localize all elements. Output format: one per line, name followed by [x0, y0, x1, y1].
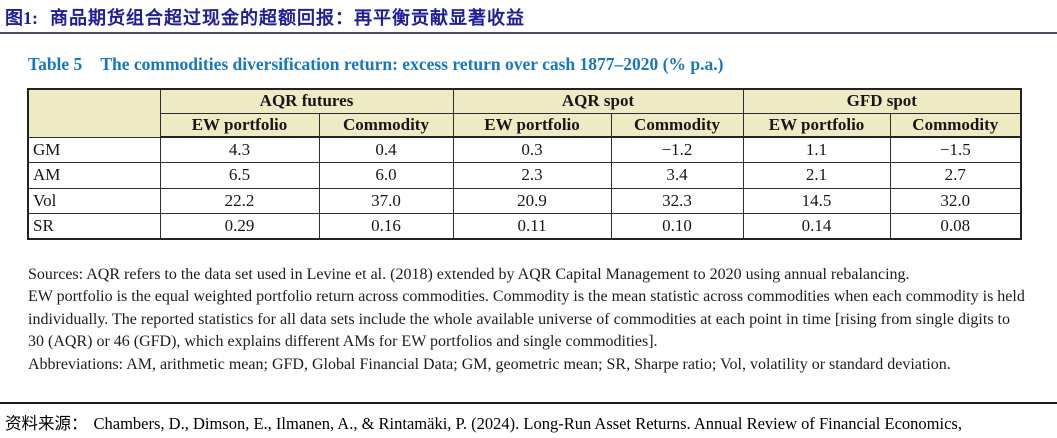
source-label: 资料来源：: [5, 414, 88, 433]
table-corner-cell: [27, 88, 161, 138]
table-cell: −1.2: [610, 136, 744, 163]
figure-number-label: 图1:: [5, 8, 38, 28]
subheader-ew-portfolio: EW portfolio: [159, 112, 320, 138]
note-sources-line: Sources: AQR refers to the data set used…: [28, 266, 910, 283]
table-row-am: AM 6.5 6.0 2.3 3.4 2.1 2.7: [27, 162, 1022, 189]
table-cell: 6.0: [318, 162, 454, 189]
table-cell: 0.10: [610, 213, 744, 240]
table-caption: Table 5 The commodities diversification r…: [28, 54, 723, 75]
note-line: 30 (AQR) or 46 (GFD), which explains dif…: [28, 333, 658, 351]
table-cell: 0.4: [318, 136, 454, 163]
table-group-header-row: AQR futures AQR spot GFD spot: [27, 88, 1022, 138]
table-row-vol: Vol 22.2 37.0 20.9 32.3 14.5 32.0: [27, 187, 1022, 214]
table-cell: 32.0: [889, 187, 1022, 214]
column-group-aqr-spot: AQR spot: [452, 88, 744, 114]
source-citation-text: Chambers, D., Dimson, E., Ilmanen, A., &…: [93, 414, 962, 433]
table-cell: 0.3: [452, 136, 612, 163]
table-cell: 20.9: [452, 187, 612, 214]
row-label: SR: [27, 213, 161, 240]
figure-title: 图1: 商品期货组合超过现金的超额回报：再平衡贡献显著收益: [5, 4, 525, 30]
table-cell: 0.29: [159, 213, 320, 240]
row-label: AM: [27, 162, 161, 189]
subheader-ew-portfolio: EW portfolio: [742, 112, 891, 138]
table-cell: 4.3: [159, 136, 320, 163]
table-cell: 2.7: [889, 162, 1022, 189]
note-abbreviations-line: Abbreviations: AM, arithmetic mean; GFD,…: [28, 355, 951, 373]
table-notes: Sources: AQR refers to the data set used…: [28, 264, 1032, 376]
table-cell: −1.5: [889, 136, 1022, 163]
table-cell: 37.0: [318, 187, 454, 214]
table-caption-text: The commodities diversification return: …: [100, 54, 724, 74]
subheader-commodity: Commodity: [889, 112, 1022, 138]
table-row-gm: GM 4.3 0.4 0.3 −1.2 1.1 −1.5: [27, 136, 1022, 163]
note-line: EW portfolio is the equal weighted portf…: [28, 288, 1025, 306]
table-cell: 22.2: [159, 187, 320, 214]
subheader-commodity: Commodity: [318, 112, 454, 138]
table-cell: 1.1: [742, 136, 891, 163]
figure-title-text: 商品期货组合超过现金的超额回报：再平衡贡献显著收益: [50, 8, 525, 28]
subheader-ew-portfolio: EW portfolio: [452, 112, 612, 138]
column-group-gfd-spot: GFD spot: [742, 88, 1022, 114]
row-label: Vol: [27, 187, 161, 214]
table-caption-label: Table 5: [28, 54, 83, 74]
table-cell: 14.5: [742, 187, 891, 214]
table-cell: 0.16: [318, 213, 454, 240]
table-cell: 6.5: [159, 162, 320, 189]
subheader-commodity: Commodity: [610, 112, 744, 138]
table-subheader-row: EW portfolio Commodity EW portfolio Comm…: [28, 112, 1022, 138]
table-row-sr: SR 0.29 0.16 0.11 0.10 0.14 0.08: [27, 213, 1022, 240]
table-cell: 2.3: [452, 162, 612, 189]
note-line: individually. The reported statistics fo…: [28, 310, 1010, 328]
footer-divider: [0, 402, 1057, 404]
table-cell: 0.11: [452, 213, 612, 240]
table-cell: 32.3: [610, 187, 744, 214]
row-label: GM: [27, 136, 161, 163]
table-cell: 0.14: [742, 213, 891, 240]
table-cell: 2.1: [742, 162, 891, 189]
table-cell: 0.08: [889, 213, 1022, 240]
table-cell: 3.4: [610, 162, 744, 189]
column-group-aqr-futures: AQR futures: [159, 88, 454, 114]
commodities-return-table: AQR futures AQR spot GFD spot EW portfol…: [27, 88, 1023, 240]
title-divider: [0, 32, 1057, 34]
source-citation: 资料来源： Chambers, D., Dimson, E., Ilmanen, …: [5, 410, 962, 434]
